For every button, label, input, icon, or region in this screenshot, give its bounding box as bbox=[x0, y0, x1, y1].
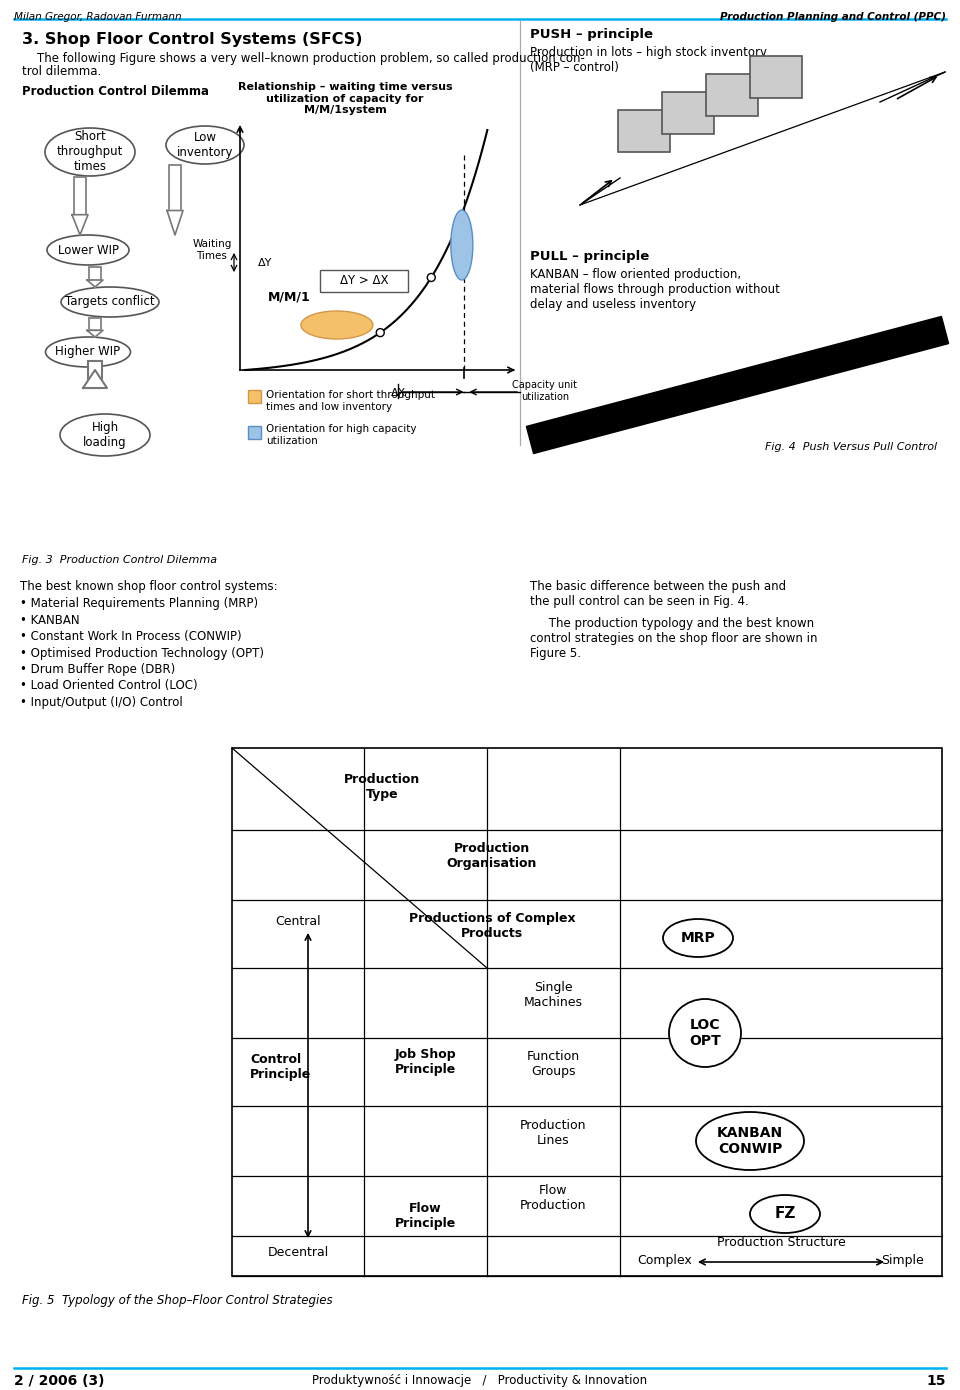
Ellipse shape bbox=[45, 336, 131, 367]
Text: KANBAN – flow oriented production,
material flows through production without
del: KANBAN – flow oriented production, mater… bbox=[530, 268, 780, 311]
Ellipse shape bbox=[60, 414, 150, 456]
Text: Single
Machines: Single Machines bbox=[523, 981, 583, 1009]
Text: M/M/1: M/M/1 bbox=[268, 291, 311, 303]
Text: PULL – principle: PULL – principle bbox=[530, 250, 649, 263]
Text: Productions of Complex
Products: Productions of Complex Products bbox=[409, 912, 575, 940]
Text: • KANBAN: • KANBAN bbox=[20, 613, 80, 627]
Bar bbox=[89, 318, 101, 331]
Bar bbox=[248, 425, 261, 439]
Text: Orientation for high capacity
utilization: Orientation for high capacity utilizatio… bbox=[266, 424, 417, 446]
Text: 3. Shop Floor Control Systems (SFCS): 3. Shop Floor Control Systems (SFCS) bbox=[22, 32, 363, 47]
Bar bbox=[232, 748, 942, 1276]
Text: Low
inventory: Low inventory bbox=[177, 131, 233, 158]
Ellipse shape bbox=[47, 235, 129, 265]
Text: Short
throughput
times: Short throughput times bbox=[57, 131, 123, 174]
Text: 2 / 2006 (3): 2 / 2006 (3) bbox=[14, 1373, 105, 1389]
Text: Milan Gregor, Radovan Furmann: Milan Gregor, Radovan Furmann bbox=[14, 13, 181, 22]
Ellipse shape bbox=[300, 311, 372, 339]
Ellipse shape bbox=[663, 919, 733, 956]
Bar bbox=[87, 361, 102, 388]
Text: Fig. 3  Production Control Dilemma: Fig. 3 Production Control Dilemma bbox=[22, 555, 217, 564]
Text: ΔY > ΔX: ΔY > ΔX bbox=[340, 274, 388, 288]
Ellipse shape bbox=[45, 128, 135, 177]
Polygon shape bbox=[526, 317, 948, 453]
Text: Higher WIP: Higher WIP bbox=[56, 346, 121, 359]
Text: The following Figure shows a very well–known production problem, so called produ: The following Figure shows a very well–k… bbox=[22, 51, 585, 65]
Text: Central: Central bbox=[276, 915, 321, 929]
Text: MRP: MRP bbox=[681, 931, 715, 945]
Text: The basic difference between the push and: The basic difference between the push an… bbox=[530, 580, 786, 594]
Text: Decentral: Decentral bbox=[268, 1245, 328, 1259]
Circle shape bbox=[427, 274, 435, 281]
Text: Production
Organisation: Production Organisation bbox=[446, 842, 538, 870]
Text: Relationship – waiting time versus
utilization of capacity for
M/M/1system: Relationship – waiting time versus utili… bbox=[238, 82, 452, 115]
Text: Fig. 4  Push Versus Pull Control: Fig. 4 Push Versus Pull Control bbox=[765, 442, 937, 452]
Text: Targets conflict: Targets conflict bbox=[65, 296, 155, 309]
Text: Control
Principle: Control Principle bbox=[250, 1054, 311, 1081]
Text: the pull control can be seen in Fig. 4.: the pull control can be seen in Fig. 4. bbox=[530, 595, 749, 607]
Text: • Drum Buffer Rope (DBR): • Drum Buffer Rope (DBR) bbox=[20, 663, 176, 676]
Text: Flow
Production: Flow Production bbox=[519, 1184, 587, 1212]
Text: • Load Oriented Control (LOC): • Load Oriented Control (LOC) bbox=[20, 680, 198, 692]
Text: Waiting
Times: Waiting Times bbox=[192, 239, 231, 261]
Polygon shape bbox=[167, 210, 183, 235]
Ellipse shape bbox=[451, 210, 473, 279]
Polygon shape bbox=[87, 331, 103, 336]
Ellipse shape bbox=[166, 126, 244, 164]
Text: • Optimised Production Technology (OPT): • Optimised Production Technology (OPT) bbox=[20, 646, 264, 659]
Text: Capacity unit
utilization: Capacity unit utilization bbox=[513, 379, 578, 402]
Bar bbox=[750, 56, 802, 99]
Text: Complex: Complex bbox=[637, 1254, 692, 1268]
Text: Production
Lines: Production Lines bbox=[519, 1119, 587, 1147]
Bar bbox=[248, 391, 261, 403]
Ellipse shape bbox=[669, 999, 741, 1068]
Polygon shape bbox=[83, 370, 107, 388]
Text: ΔY: ΔY bbox=[258, 257, 273, 267]
Text: • Constant Work In Process (CONWIP): • Constant Work In Process (CONWIP) bbox=[20, 630, 242, 644]
Text: Production Control Dilemma: Production Control Dilemma bbox=[22, 85, 209, 99]
Ellipse shape bbox=[750, 1195, 820, 1233]
Bar bbox=[74, 177, 86, 214]
Text: Job Shop
Principle: Job Shop Principle bbox=[395, 1048, 456, 1076]
Bar bbox=[89, 267, 101, 279]
Text: PUSH – principle: PUSH – principle bbox=[530, 28, 653, 40]
Text: ΔX: ΔX bbox=[391, 388, 406, 398]
Text: Production
Type: Production Type bbox=[344, 773, 420, 801]
Text: Simple: Simple bbox=[881, 1254, 924, 1268]
Bar bbox=[320, 270, 408, 292]
Text: Production Planning and Control (PPC): Production Planning and Control (PPC) bbox=[720, 13, 946, 22]
Bar bbox=[169, 165, 181, 210]
Ellipse shape bbox=[696, 1112, 804, 1170]
Text: High
loading: High loading bbox=[84, 421, 127, 449]
Text: Flow
Principle: Flow Principle bbox=[395, 1202, 456, 1230]
Text: KANBAN
CONWIP: KANBAN CONWIP bbox=[717, 1126, 783, 1156]
Text: Production Structure: Production Structure bbox=[716, 1236, 846, 1250]
Text: Fig. 5  Typology of the Shop–Floor Control Strategies: Fig. 5 Typology of the Shop–Floor Contro… bbox=[22, 1294, 332, 1307]
Text: 15: 15 bbox=[926, 1373, 946, 1389]
Text: The production typology and the best known
control strategies on the shop floor : The production typology and the best kno… bbox=[530, 617, 818, 660]
Text: • Input/Output (I/O) Control: • Input/Output (I/O) Control bbox=[20, 696, 182, 709]
Text: FZ: FZ bbox=[775, 1207, 796, 1222]
Text: trol dilemma.: trol dilemma. bbox=[22, 65, 101, 78]
Circle shape bbox=[376, 328, 384, 336]
Ellipse shape bbox=[61, 286, 159, 317]
Text: Lower WIP: Lower WIP bbox=[58, 243, 118, 257]
Bar bbox=[662, 92, 714, 133]
Text: • Material Requirements Planning (MRP): • Material Requirements Planning (MRP) bbox=[20, 596, 258, 610]
Text: LOC
OPT: LOC OPT bbox=[689, 1017, 721, 1048]
Bar bbox=[706, 74, 758, 115]
Text: Produktywność i Innowacje   /   Productivity & Innovation: Produktywność i Innowacje / Productivity… bbox=[312, 1373, 648, 1387]
Text: The best known shop floor control systems:: The best known shop floor control system… bbox=[20, 580, 277, 594]
Polygon shape bbox=[72, 214, 88, 235]
Polygon shape bbox=[87, 279, 103, 286]
Text: Orientation for short throughput
times and low inventory: Orientation for short throughput times a… bbox=[266, 391, 435, 411]
Text: Function
Groups: Function Groups bbox=[526, 1049, 580, 1079]
Bar bbox=[618, 110, 670, 152]
Text: Production in lots – high stock inventory
(MRP – control): Production in lots – high stock inventor… bbox=[530, 46, 767, 74]
